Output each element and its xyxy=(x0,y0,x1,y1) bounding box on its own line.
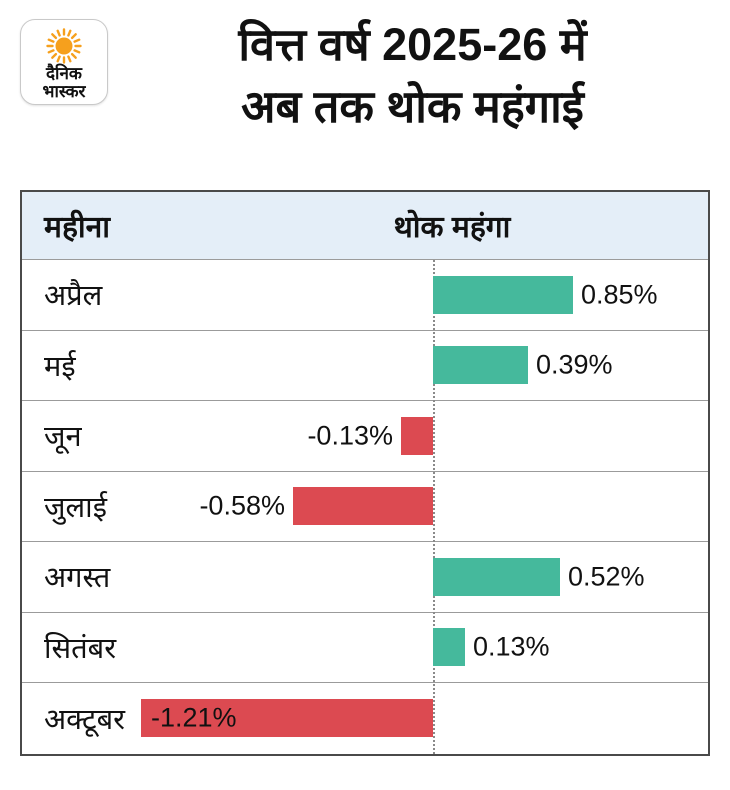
zero-baseline xyxy=(433,260,435,754)
bar-value-label: -0.13% xyxy=(307,420,393,451)
table-row-september: सितंबर 0.13% xyxy=(22,613,708,683)
bar-value-label: 0.39% xyxy=(536,349,613,380)
table-row-april: अप्रैल 0.85% xyxy=(22,260,708,331)
bar-value-label: 0.85% xyxy=(581,279,658,310)
bar-april xyxy=(433,275,573,314)
bar-value-label: 0.13% xyxy=(473,631,550,662)
month-label: मई xyxy=(44,350,76,383)
month-label: अप्रैल xyxy=(44,280,103,313)
masthead: दैनिक भास्कर वित्त वर्ष 2025-26 में अब त… xyxy=(0,0,730,180)
page-title: वित्त वर्ष 2025-26 में अब तक थोक महंगाई xyxy=(105,14,720,138)
bar-value-label: -0.58% xyxy=(199,490,285,521)
table-header: महीना थोक महंगा xyxy=(22,192,708,260)
month-label: जुलाई xyxy=(44,491,107,524)
table-row-june: जून -0.13% xyxy=(22,401,708,472)
logo-text-line2: भास्कर xyxy=(42,82,86,102)
bar-july xyxy=(293,487,433,526)
column-header-value: थोक महंगा xyxy=(393,211,511,244)
table-row-may: मई 0.39% xyxy=(22,331,708,401)
table-row-october: अक्टूबर -1.21% xyxy=(22,683,708,754)
bar-june xyxy=(401,416,433,455)
sun-icon xyxy=(46,28,82,64)
inflation-table: महीना थोक महंगा अप्रैल 0.85% मई 0.39% जू… xyxy=(20,190,710,756)
bar-may xyxy=(433,346,528,385)
dainik-bhaskar-logo: दैनिक भास्कर xyxy=(20,19,108,105)
bar-august xyxy=(433,557,560,596)
month-label: अक्टूबर xyxy=(44,703,125,736)
logo-text-line1: दैनिक xyxy=(46,64,82,83)
bar-september xyxy=(433,628,465,667)
title-line2: अब तक थोक महंगाई xyxy=(241,81,584,133)
table-row-july: जुलाई -0.58% xyxy=(22,472,708,542)
bar-value-label: -1.21% xyxy=(151,702,237,733)
bar-value-label: 0.52% xyxy=(568,561,645,592)
table-row-august: अगस्त 0.52% xyxy=(22,542,708,613)
month-label: अगस्त xyxy=(44,562,111,595)
month-label: सितंबर xyxy=(44,632,117,665)
bar-october xyxy=(141,699,433,738)
title-line1: वित्त वर्ष 2025-26 में xyxy=(238,19,587,70)
chart-area: अप्रैल 0.85% मई 0.39% जून -0.13% जुलाई -… xyxy=(22,260,708,754)
month-label: जून xyxy=(44,421,82,454)
column-header-month: महीना xyxy=(44,211,111,244)
